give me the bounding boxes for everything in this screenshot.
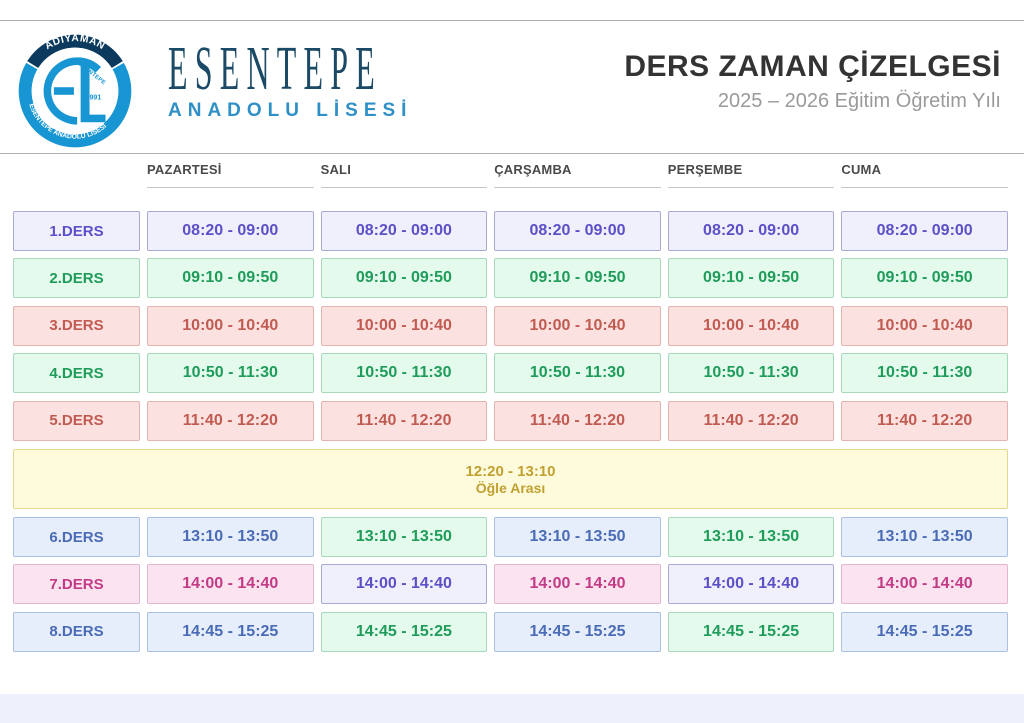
svg-text:1991: 1991 [86, 95, 102, 102]
